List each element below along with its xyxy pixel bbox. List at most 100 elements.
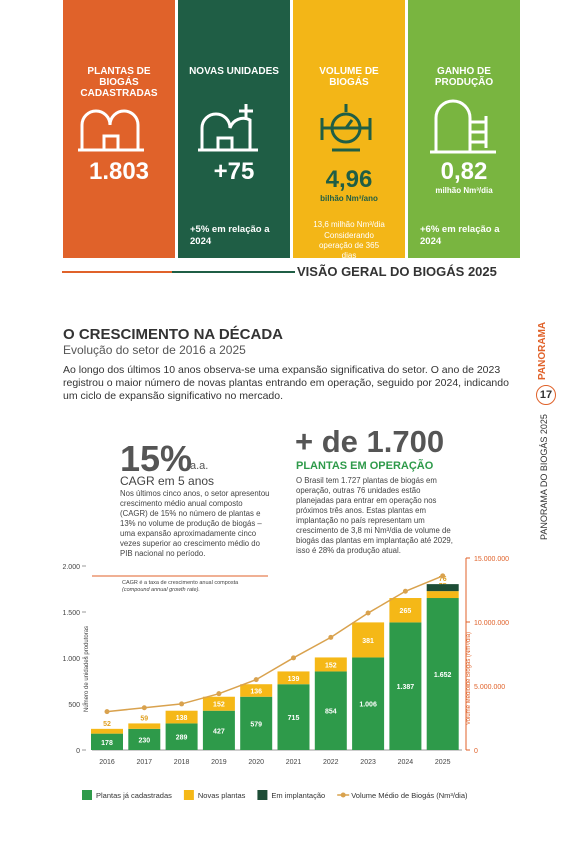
data-label: 854 [325,709,337,716]
stat-suffix: a.a. [190,460,209,472]
card-title: NOVAS UNIDADES [189,66,279,77]
card-unit: bilhão Nm³/ano [320,194,378,203]
data-label: 152 [213,702,225,709]
legend-swatch [257,790,268,800]
card-value: 1.803 [88,158,150,185]
card-note: +6% em relação a 2024 [420,224,500,247]
data-label: 139 [288,676,300,683]
legend-swatch [82,790,92,800]
card-title: VOLUME DE BIOGÁS [319,66,379,88]
y-tick-label: 2.000 [62,564,80,571]
x-tick-label: 2022 [323,759,339,766]
x-tick-label: 2023 [360,759,376,766]
stat-value: 15% [120,438,193,479]
data-label: 1.387 [397,684,415,691]
bar-segment [202,710,235,750]
data-label: 152 [325,662,337,669]
bar-segment [314,671,347,750]
bar-segment [277,684,310,750]
line-point [141,705,147,711]
x-tick-label: 2019 [211,759,227,766]
legend-swatch [340,792,346,798]
bar-segment [240,696,273,750]
line-point [216,691,222,697]
card-title: PLANTAS DE BIOGÁS CADASTRADAS [80,66,158,99]
card: GANHO DE PRODUÇÃO 0,82 milhão Nm³/dia +6… [408,0,520,258]
paragraph: Ao longo dos últimos 10 anos observa-se … [63,364,509,402]
card-icons [78,99,496,154]
data-label: 136 [250,688,262,695]
icon [320,104,372,152]
line [106,575,443,713]
line-point [104,709,110,715]
bar-segment [165,723,198,750]
legend-label: Volume Médio de Biogás (Nm³/dia) [351,791,468,800]
stat-label: CAGR em 5 anos [120,474,215,488]
data-label: 138 [176,715,188,722]
y-tick-label: 500 [68,702,80,709]
card-value: 0,82 [440,158,488,185]
card-value: 4,96 [325,166,373,193]
bar-segment [240,684,273,697]
x-tick-label: 2021 [286,759,302,766]
y2-axis-label: Volume Médio de Biogás (Nm³/dia) [466,632,472,725]
chart-note: CAGR é a taxa de crescimento anual compo… [122,580,239,586]
bar-segment [426,584,459,592]
bar-segment [426,598,459,750]
y-tick-label: 1.000 [62,656,80,663]
stat-text: O Brasil tem 1.727 plantas de biogás em … [296,476,453,555]
data-label: 289 [176,735,188,742]
bar-segment [91,733,123,750]
data-label: 76 [439,576,447,583]
data-label: 579 [250,721,262,728]
card-note: Considerando operação de 365 dias [318,231,380,260]
line-point [365,610,371,616]
icon [198,104,258,152]
legend-label: Plantas já cadastradas [96,791,172,800]
line-point [253,677,259,683]
line-point [328,634,334,640]
line-point [179,701,185,707]
y2-tick-label: 15.000.000 [474,556,509,563]
data-label: 52 [103,721,111,728]
y2-tick-label: 10.000.000 [474,620,509,627]
line-point [291,655,296,661]
x-tick-label: 2018 [174,759,190,766]
y-axis-label: Número de unidades produtoras [84,626,90,712]
legend-swatch [183,790,194,800]
card-unit: milhão Nm³/dia [435,186,493,195]
legend-label: Em implantação [271,791,325,800]
icon [430,99,496,154]
icon [78,109,144,152]
card-note: 13,6 milhão Nm³/dia [313,220,385,229]
chart-note: (compound annual growth rate). [122,587,200,593]
stat-label: PLANTAS EM OPERAÇÃO [296,460,434,472]
bar-segment [389,598,422,623]
y2-tick-label: 0 [474,748,478,755]
line-point [440,573,446,579]
x-tick-label: 2017 [137,759,153,766]
section-subtitle: Evolução do setor de 2016 a 2025 [63,343,246,357]
data-label: 427 [213,728,225,735]
card-title: GANHO DE PRODUÇÃO [434,66,494,88]
bar-segment [389,622,422,750]
stat-value: + de 1.700 [295,424,445,459]
card-value: +75 [213,158,255,185]
bar-segment [352,657,385,750]
x-tick-label: 2024 [398,759,414,766]
stat-text: Nos últimos cinco anos, o setor apresent… [120,489,270,558]
x-tick-label: 2020 [248,759,264,766]
y-tick-label: 1.500 [62,610,80,617]
bar-segment [352,622,385,658]
y-tick-label: 0 [76,748,80,755]
bar-segment [91,728,123,734]
x-tick-label: 2016 [99,759,115,766]
y2-tick-label: 5.000.000 [474,684,505,691]
bar-segment [202,696,235,711]
data-label: 1.652 [434,672,452,679]
bar-segment [128,728,161,750]
data-label: 59 [140,715,148,722]
card-note: +5% em relação a 2024 [190,224,270,247]
line-point [402,588,408,594]
